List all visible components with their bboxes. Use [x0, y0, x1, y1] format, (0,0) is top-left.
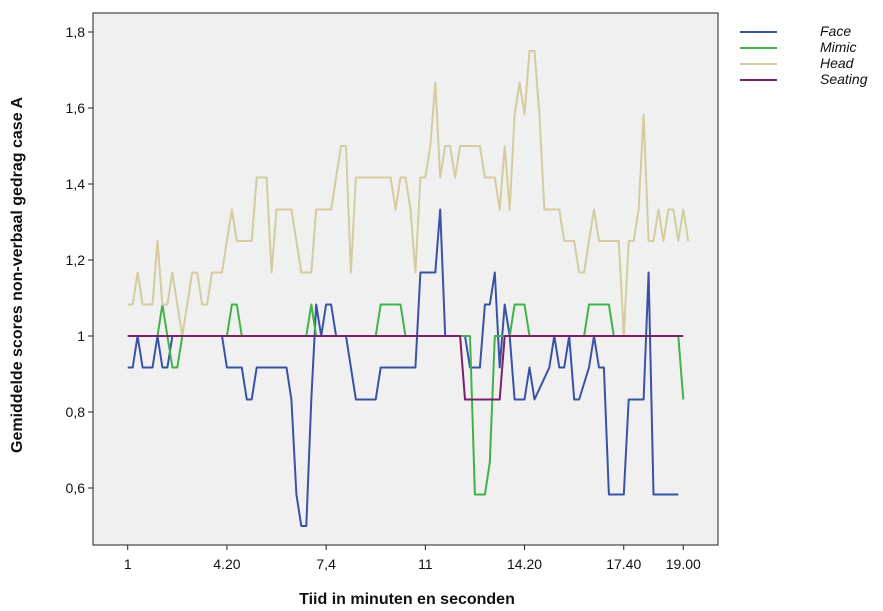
x-tick-label: 7,4	[316, 556, 336, 572]
y-tick-label: 1	[77, 328, 85, 344]
y-tick-label: 0,6	[66, 480, 86, 496]
x-tick-label: 14.20	[507, 556, 542, 572]
y-tick-label: 1,8	[66, 24, 86, 40]
x-tick-label: 1	[124, 556, 132, 572]
series-line-face	[127, 208, 679, 527]
x-tick-label: 4.20	[213, 556, 240, 572]
y-tick-label: 1,6	[66, 100, 86, 116]
x-tick-label: 19.00	[666, 556, 701, 572]
legend-label-seating: Seating	[820, 71, 868, 87]
series-line-seating	[127, 335, 684, 401]
legend-label-head: Head	[820, 55, 855, 71]
y-tick-label: 1,2	[66, 252, 86, 268]
y-axis: 0,6 0,8 1 1,2 1,4 1,6 1,8	[66, 24, 93, 496]
legend-label-face: Face	[820, 23, 851, 39]
x-tick-label: 11	[418, 556, 433, 572]
plot-area	[92, 12, 719, 546]
y-tick-label: 0,8	[66, 404, 86, 420]
legend-label-mimic: Mimic	[820, 39, 857, 55]
series-line-head	[127, 50, 690, 337]
x-axis-title: Tiid in minuten en seconden	[299, 591, 515, 608]
y-tick-label: 1,4	[66, 176, 86, 192]
series-lines	[127, 50, 690, 527]
x-axis: 1 4.20 7,4 11 14.20 17.40 19.00	[124, 545, 701, 572]
x-tick-label: 17.40	[606, 556, 641, 572]
y-axis-title: Gemiddelde scores non-verbaal gedrag cas…	[9, 97, 26, 453]
